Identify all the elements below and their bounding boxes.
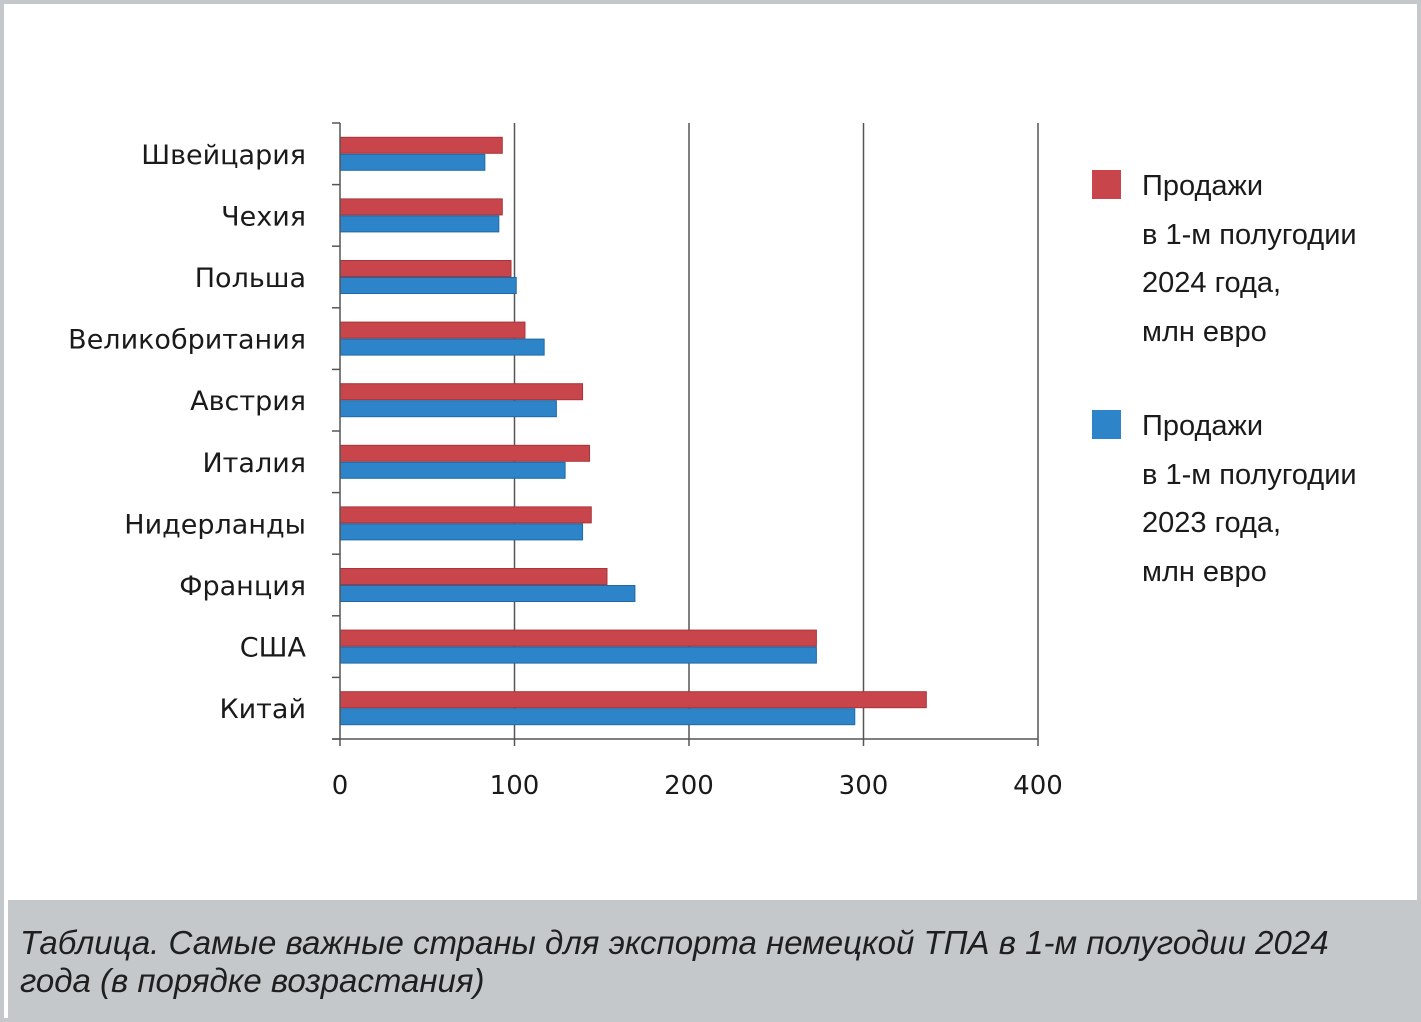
bar-2023 [339, 523, 584, 541]
category-label: Польша [195, 263, 306, 294]
bar-2023 [339, 215, 500, 233]
legend-label-2024: Продажи в 1-м полугодии 2024 года, млн е… [1142, 170, 1357, 348]
legend-swatch-2024 [1092, 170, 1121, 199]
category-label: Италия [202, 448, 306, 479]
bar-2023 [339, 277, 517, 294]
legend: Продажи в 1-м полугодии 2024 года, млн е… [1092, 162, 1392, 642]
bar-2024 [339, 506, 592, 524]
bar-2024 [339, 629, 817, 647]
bar-2024 [339, 568, 608, 585]
bar-2024 [339, 383, 584, 401]
bar-2024 [339, 198, 503, 216]
legend-item-2024: Продажи в 1-м полугодии 2024 года, млн е… [1092, 162, 1392, 356]
legend-label-2023: Продажи в 1-м полугодии 2023 года, млн е… [1142, 410, 1357, 588]
bar-2023 [339, 646, 817, 664]
x-tick-label: 300 [839, 771, 889, 801]
bar-2023 [339, 153, 486, 171]
bar-2023 [339, 338, 545, 356]
x-tick-label: 400 [1013, 771, 1063, 801]
category-label: Великобритания [68, 325, 306, 356]
category-label: Чехия [221, 201, 306, 232]
legend-swatch-2023 [1092, 410, 1121, 439]
bar-2023 [339, 461, 566, 479]
bar-2023 [339, 708, 856, 726]
legend-item-2023: Продажи в 1-м полугодии 2023 года, млн е… [1092, 402, 1392, 596]
category-label: Китай [219, 694, 306, 725]
category-label: США [240, 633, 307, 664]
caption-bar: Таблица. Самые важные страны для экспорт… [8, 900, 1421, 1022]
bar-2024 [339, 691, 927, 709]
chart-caption: Таблица. Самые важные страны для экспорт… [20, 924, 1329, 999]
bar-2024 [339, 321, 526, 339]
bar-2023 [339, 585, 636, 602]
x-tick-label: 100 [490, 771, 540, 801]
category-label: Франция [179, 571, 306, 602]
category-label: Австрия [190, 386, 306, 417]
bar-chart: 0 100 200 300 400 Швейцария Чехия Польша Великоб… [68, 122, 1063, 801]
bar-2024 [339, 444, 591, 462]
bar-2023 [339, 400, 557, 418]
x-tick-label: 0 [332, 771, 349, 801]
x-tick-label: 200 [664, 771, 714, 801]
category-label: Нидерланды [124, 509, 306, 540]
bar-2024 [339, 260, 512, 277]
category-label: Швейцария [141, 140, 306, 171]
bar-2024 [339, 136, 503, 154]
